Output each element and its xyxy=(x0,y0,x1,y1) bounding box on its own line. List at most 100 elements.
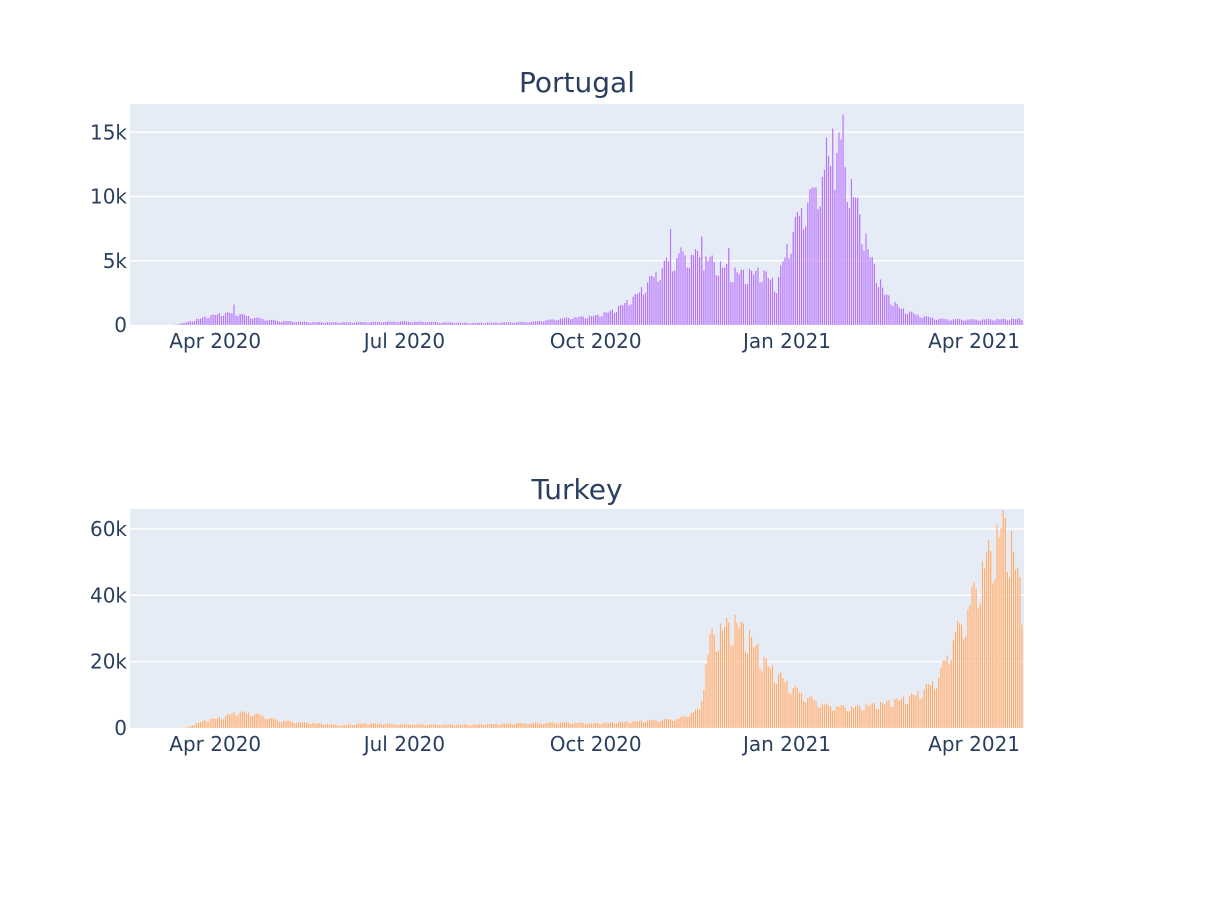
bar-portugal-2021-02-06 xyxy=(860,243,863,326)
bar-turkey-2021-03-03 xyxy=(912,694,915,729)
bar-turkey-2021-01-03 xyxy=(790,693,793,729)
bar-portugal-2020-06-28 xyxy=(397,321,400,326)
bar-portugal-2020-07-17 xyxy=(436,321,439,326)
bar-portugal-2020-05-15 xyxy=(305,321,308,326)
bar-portugal-2020-05-23 xyxy=(322,322,325,326)
bar-portugal-2020-08-23 xyxy=(513,322,516,326)
bar-portugal-2021-02-10 xyxy=(869,257,872,326)
bar-turkey-2020-08-05 xyxy=(476,724,479,729)
bar-turkey-2021-04-03 xyxy=(977,608,980,729)
bar-portugal-2020-10-20 xyxy=(634,293,637,326)
bar-turkey-2020-11-15 xyxy=(688,716,691,729)
bar-turkey-2020-12-21 xyxy=(763,656,766,729)
bar-turkey-2020-08-28 xyxy=(524,722,526,729)
bar-turkey-2020-12-24 xyxy=(769,667,772,729)
bar-turkey-2020-11-05 xyxy=(667,719,670,729)
y-tick-label: 10k xyxy=(90,185,127,209)
bar-portugal-2020-11-10 xyxy=(677,252,680,326)
bar-turkey-2020-05-09 xyxy=(293,722,296,729)
bar-portugal-2020-08-02 xyxy=(470,323,472,326)
bar-portugal-2020-09-04 xyxy=(538,320,541,326)
bar-portugal-2020-06-27 xyxy=(395,321,398,326)
bar-turkey-2020-04-09 xyxy=(230,713,233,729)
bar-turkey-2020-11-29 xyxy=(717,650,720,729)
bar-portugal-2020-08-19 xyxy=(505,322,508,326)
bar-portugal-2020-06-19 xyxy=(378,321,381,326)
bar-turkey-2020-03-24 xyxy=(197,722,200,729)
bar-portugal-2021-03-19 xyxy=(946,318,948,326)
bar-turkey-2021-02-02 xyxy=(852,707,855,729)
bar-turkey-2020-10-07 xyxy=(607,722,610,729)
bar-turkey-2021-03-26 xyxy=(960,624,963,729)
bar-turkey-2020-11-07 xyxy=(671,720,674,729)
bar-turkey-2020-11-24 xyxy=(707,654,709,729)
bar-portugal-2020-12-19 xyxy=(759,282,761,326)
bar-portugal-2020-08-30 xyxy=(528,322,531,326)
bar-portugal-2020-08-03 xyxy=(472,322,474,326)
bar-portugal-2020-12-20 xyxy=(761,281,763,326)
bar-turkey-2020-10-19 xyxy=(632,720,635,729)
bar-turkey-2021-03-12 xyxy=(931,680,934,729)
bar-turkey-2020-08-21 xyxy=(509,723,512,729)
bar-turkey-2021-01-01 xyxy=(786,680,788,729)
bar-portugal-2020-03-16 xyxy=(181,322,183,326)
bar-portugal-2021-03-10 xyxy=(927,316,930,326)
bar-portugal-2020-08-08 xyxy=(482,322,485,326)
bar-turkey-2020-03-16 xyxy=(181,727,183,729)
bar-portugal-2020-05-12 xyxy=(299,321,302,326)
bar-turkey-2020-04-24 xyxy=(262,715,264,729)
bar-portugal-2020-07-23 xyxy=(449,321,452,326)
bar-turkey-2020-10-22 xyxy=(638,720,641,729)
bar-portugal-2020-09-30 xyxy=(592,315,595,326)
bar-portugal-2020-11-18 xyxy=(694,248,697,326)
bar-portugal-2021-03-18 xyxy=(944,318,946,326)
bar-turkey-2021-03-07 xyxy=(921,697,924,729)
bar-portugal-2020-08-31 xyxy=(530,321,533,326)
bar-turkey-2020-09-25 xyxy=(582,722,585,729)
bar-turkey-2020-07-21 xyxy=(445,724,447,729)
bar-turkey-2020-11-16 xyxy=(690,712,693,729)
bar-turkey-2020-07-26 xyxy=(455,724,458,729)
bar-turkey-2021-04-18 xyxy=(1008,577,1011,729)
bar-turkey-2020-04-04 xyxy=(220,719,223,729)
bar-portugal-2021-01-12 xyxy=(808,189,811,326)
bar-turkey-2020-09-18 xyxy=(567,722,570,729)
bar-portugal-2021-03-31 xyxy=(971,318,973,326)
bar-turkey-2020-12-26 xyxy=(773,682,776,729)
bar-turkey-2020-12-14 xyxy=(748,629,751,729)
bar-turkey-2020-08-30 xyxy=(528,723,531,729)
bar-turkey-2021-03-22 xyxy=(952,640,955,729)
bar-portugal-2021-03-16 xyxy=(939,318,942,326)
bar-portugal-2021-03-08 xyxy=(923,316,926,326)
bar-turkey-2020-11-20 xyxy=(698,709,701,729)
bar-turkey-2020-06-25 xyxy=(391,723,393,729)
bar-turkey-2021-01-30 xyxy=(846,710,849,729)
bar-portugal-2020-12-22 xyxy=(765,271,768,326)
bar-turkey-2020-07-31 xyxy=(465,724,468,729)
bar-portugal-2020-08-26 xyxy=(519,321,522,326)
bar-turkey-2021-04-06 xyxy=(983,568,986,729)
bar-portugal-2020-11-05 xyxy=(667,261,670,326)
bar-turkey-2021-01-19 xyxy=(823,704,826,729)
bar-turkey-2021-03-20 xyxy=(948,664,951,729)
bar-portugal-2021-02-14 xyxy=(877,286,880,326)
bar-portugal-2020-07-13 xyxy=(428,321,431,326)
bar-portugal-2020-07-16 xyxy=(434,321,437,326)
bar-turkey-2021-02-18 xyxy=(885,701,888,729)
bar-portugal-2021-03-04 xyxy=(914,314,917,326)
bar-portugal-2020-03-24 xyxy=(197,318,200,326)
bar-turkey-2020-12-07 xyxy=(734,614,736,729)
bar-turkey-2020-03-19 xyxy=(187,726,190,729)
bar-turkey-2020-09-13 xyxy=(557,723,560,729)
bar-turkey-2020-10-03 xyxy=(598,723,601,729)
bar-portugal-2020-10-31 xyxy=(657,281,659,326)
bar-turkey-2021-03-29 xyxy=(966,609,969,729)
bar-turkey-2020-08-27 xyxy=(522,723,524,729)
bar-turkey-2020-10-15 xyxy=(623,721,626,729)
bar-turkey-2021-02-15 xyxy=(879,701,882,729)
bar-portugal-2020-06-07 xyxy=(353,322,356,326)
bar-turkey-2020-10-01 xyxy=(594,722,597,729)
bar-turkey-2020-11-17 xyxy=(692,711,695,729)
bar-portugal-2021-04-22 xyxy=(1016,318,1019,326)
bar-portugal-2020-05-01 xyxy=(276,320,279,326)
